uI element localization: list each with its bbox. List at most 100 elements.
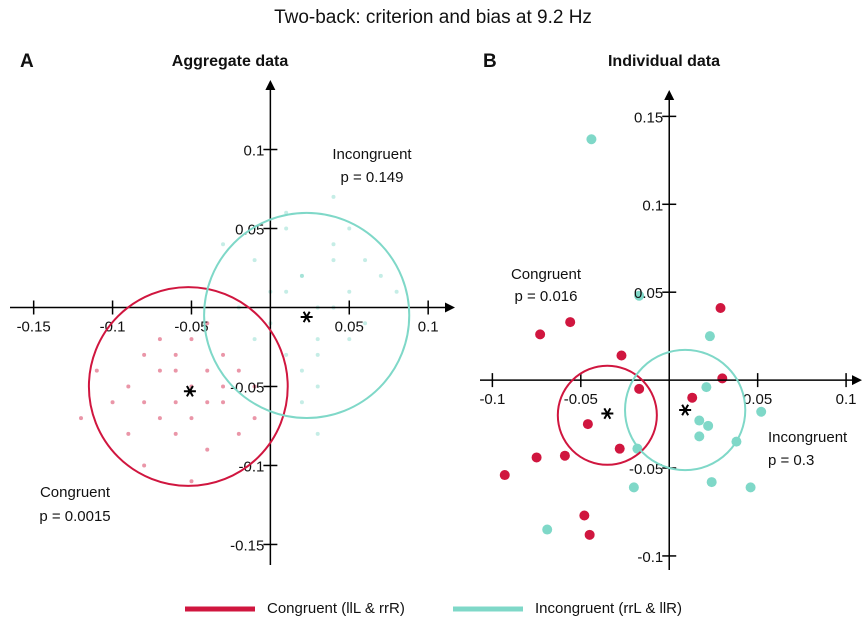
y-tick-label: 0.05 bbox=[634, 285, 663, 302]
point bbox=[221, 242, 226, 247]
point bbox=[363, 258, 368, 263]
point bbox=[394, 289, 399, 294]
point bbox=[687, 392, 698, 403]
point bbox=[299, 400, 304, 405]
annotation: Incongruent bbox=[768, 429, 848, 446]
point bbox=[559, 450, 570, 461]
point bbox=[252, 384, 257, 389]
point bbox=[205, 447, 210, 452]
point bbox=[745, 482, 756, 493]
point bbox=[331, 194, 336, 199]
point bbox=[715, 303, 726, 314]
point bbox=[157, 368, 162, 373]
point bbox=[126, 431, 131, 436]
y-tick-label: -0.05 bbox=[629, 461, 663, 478]
x-axis-arrow bbox=[445, 302, 455, 313]
point bbox=[284, 289, 289, 294]
point bbox=[614, 443, 625, 454]
point bbox=[284, 352, 289, 357]
point bbox=[236, 368, 241, 373]
point bbox=[315, 352, 320, 357]
legend-label: Congruent (llL & rrR) bbox=[267, 600, 405, 617]
point bbox=[252, 258, 257, 263]
point bbox=[347, 226, 352, 231]
y-tick-label: 0.15 bbox=[634, 109, 663, 126]
point bbox=[565, 317, 576, 328]
mean-marker bbox=[300, 311, 313, 323]
point bbox=[299, 273, 304, 278]
point bbox=[299, 368, 304, 373]
point bbox=[142, 400, 147, 405]
point bbox=[221, 400, 226, 405]
point bbox=[126, 384, 131, 389]
point bbox=[499, 470, 510, 481]
panel-letter: A bbox=[20, 51, 34, 72]
confidence-circle bbox=[87, 286, 289, 487]
point bbox=[378, 273, 383, 278]
point bbox=[79, 416, 84, 421]
point bbox=[704, 331, 715, 342]
confidence-circle bbox=[203, 211, 411, 419]
x-tick-label: 0.05 bbox=[335, 318, 364, 335]
point bbox=[315, 384, 320, 389]
confidence-circle bbox=[556, 364, 658, 466]
annotation: Incongruent bbox=[332, 146, 412, 163]
point bbox=[205, 368, 210, 373]
annotation: p = 0.149 bbox=[341, 169, 404, 186]
point bbox=[634, 290, 645, 301]
confidence-circle bbox=[624, 348, 747, 472]
point bbox=[579, 510, 590, 521]
x-tick-label: 0.1 bbox=[836, 391, 857, 408]
point bbox=[701, 382, 712, 393]
panel-title: Aggregate data bbox=[172, 53, 289, 70]
point bbox=[331, 242, 336, 247]
point bbox=[205, 400, 210, 405]
mean-marker bbox=[183, 385, 196, 397]
point bbox=[284, 226, 289, 231]
x-axis-arrow bbox=[852, 375, 862, 386]
point bbox=[157, 416, 162, 421]
point bbox=[628, 482, 639, 493]
y-axis-arrow bbox=[265, 80, 276, 90]
point bbox=[252, 416, 257, 421]
legend-label: Incongruent (rrL & llR) bbox=[535, 600, 682, 617]
point bbox=[189, 416, 194, 421]
point bbox=[173, 431, 178, 436]
point bbox=[236, 431, 241, 436]
point bbox=[221, 352, 226, 357]
annotation: p = 0.3 bbox=[768, 452, 814, 469]
point bbox=[94, 368, 99, 373]
x-tick-label: 0.1 bbox=[418, 318, 439, 335]
point bbox=[694, 415, 705, 426]
point bbox=[542, 524, 553, 535]
point bbox=[584, 529, 595, 540]
point bbox=[221, 384, 226, 389]
point bbox=[205, 321, 210, 326]
mean-marker bbox=[601, 407, 614, 420]
point bbox=[347, 289, 352, 294]
y-tick-label: -0.1 bbox=[239, 458, 265, 475]
point bbox=[142, 463, 147, 468]
point bbox=[299, 273, 304, 278]
figure-title: Two-back: criterion and bias at 9.2 Hz bbox=[274, 7, 592, 28]
y-axis-arrow bbox=[664, 90, 675, 100]
y-tick-label: 0.1 bbox=[244, 142, 265, 159]
point bbox=[157, 337, 162, 342]
point bbox=[703, 420, 714, 431]
y-tick-label: -0.15 bbox=[230, 537, 264, 554]
point bbox=[189, 337, 194, 342]
point bbox=[315, 431, 320, 436]
mean-marker bbox=[679, 404, 692, 416]
point bbox=[252, 337, 257, 342]
annotation: Congruent bbox=[40, 484, 111, 501]
point bbox=[189, 479, 194, 484]
panel-letter: B bbox=[483, 51, 497, 72]
panel-title: Individual data bbox=[608, 53, 720, 70]
x-tick-label: -0.05 bbox=[564, 391, 598, 408]
point bbox=[531, 452, 542, 463]
point bbox=[173, 400, 178, 405]
annotation: p = 0.0015 bbox=[39, 508, 110, 525]
point bbox=[331, 258, 336, 263]
point bbox=[634, 383, 645, 394]
